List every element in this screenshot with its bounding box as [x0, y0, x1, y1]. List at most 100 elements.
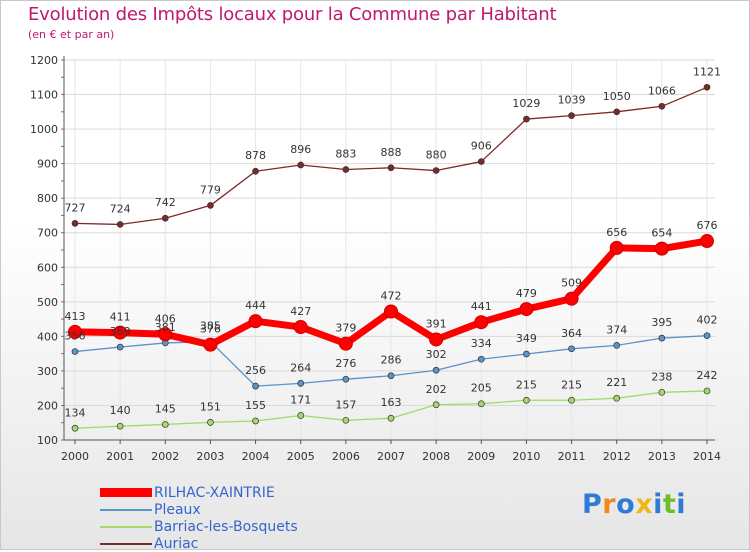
data-point-barriac-les-bosquets [161, 421, 169, 428]
x-tick-label: 2003 [196, 450, 224, 463]
logo-letter: x [635, 489, 654, 520]
data-point-auriac [387, 164, 395, 172]
data-label-barriac-les-bosquets: 140 [110, 404, 131, 417]
x-tick-label: 2000 [61, 450, 89, 463]
label-layer: 727 724 742 779 878 896 883 888 880 906 1029 1039 10… [65, 65, 722, 419]
y-tick-label: 700 [37, 227, 58, 240]
data-point-auriac [703, 83, 711, 91]
x-tick-label: 2014 [693, 450, 721, 463]
grid-layer [64, 59, 715, 441]
data-point-rilhac-xaintrie [429, 332, 444, 347]
data-point-pleaux [613, 341, 621, 349]
data-label-pleaux: 369 [110, 325, 131, 338]
data-point-rilhac-xaintrie [248, 314, 263, 329]
legend-label-auriac: Auriac [154, 535, 199, 552]
data-point-barriac-les-bosquets [703, 387, 711, 395]
legend-item-auriac: Auriac [100, 535, 298, 552]
data-point-pleaux [523, 350, 530, 358]
data-point-rilhac-xaintrie [338, 336, 353, 351]
data-label-rilhac-xaintrie: 376 [200, 323, 221, 336]
legend-swatch-rilhac [100, 488, 152, 497]
data-point-barriac-les-bosquets [71, 424, 79, 432]
data-point-barriac-les-bosquets [387, 414, 395, 422]
data-label-rilhac-xaintrie: 413 [65, 310, 86, 323]
x-tick-label: 2001 [106, 450, 134, 463]
logo-letter: r [602, 489, 617, 520]
data-label-auriac: 906 [471, 140, 492, 153]
data-label-auriac: 1121 [693, 65, 721, 78]
legend-swatch-pleaux [100, 508, 152, 511]
data-point-barriac-les-bosquets [342, 416, 350, 424]
data-point-rilhac-xaintrie [519, 302, 534, 317]
data-label-rilhac-xaintrie: 472 [381, 289, 402, 302]
data-label-barriac-les-bosquets: 202 [426, 383, 447, 396]
data-point-rilhac-xaintrie [564, 291, 579, 306]
data-label-rilhac-xaintrie: 441 [471, 300, 492, 313]
proxiti-logo: Proxiti [582, 489, 686, 520]
data-point-rilhac-xaintrie [474, 315, 489, 330]
data-point-auriac [252, 167, 259, 175]
x-tick-label: 2004 [242, 450, 270, 463]
data-point-auriac [658, 102, 666, 110]
x-tick-label: 2013 [648, 450, 676, 463]
data-point-auriac [523, 115, 530, 123]
data-point-pleaux [477, 355, 485, 363]
data-label-barriac-les-bosquets: 171 [290, 393, 311, 406]
data-point-auriac [568, 112, 575, 119]
logo-letter: i [676, 489, 687, 520]
data-label-pleaux: 374 [606, 323, 627, 336]
data-point-barriac-les-bosquets [477, 400, 485, 408]
logo-letter: P [582, 489, 603, 520]
data-label-auriac: 727 [65, 201, 86, 214]
data-point-pleaux [71, 348, 79, 355]
data-point-auriac [161, 214, 169, 222]
data-point-pleaux [252, 382, 259, 390]
data-label-auriac: 888 [381, 146, 402, 159]
data-label-rilhac-xaintrie: 656 [606, 226, 627, 239]
y-tick-label: 100 [37, 434, 58, 447]
data-point-pleaux [116, 343, 124, 351]
data-point-barriac-les-bosquets [568, 396, 575, 404]
logo-letter: o [616, 489, 636, 520]
data-label-pleaux: 385 [200, 320, 221, 333]
y-tick-label: 600 [37, 261, 58, 274]
data-label-barriac-les-bosquets: 238 [651, 370, 672, 383]
data-point-auriac [71, 220, 79, 227]
data-label-pleaux: 356 [65, 330, 86, 343]
data-label-auriac: 724 [110, 202, 131, 215]
data-point-barriac-les-bosquets [658, 388, 666, 396]
data-label-pleaux: 402 [697, 314, 718, 327]
data-label-rilhac-xaintrie: 479 [516, 287, 537, 300]
data-label-pleaux: 264 [290, 361, 311, 374]
x-tick-label: 2008 [422, 450, 450, 463]
y-tick-label: 400 [37, 330, 58, 343]
data-point-pleaux [568, 345, 575, 353]
axis-layer: 100 200 300 400 500 600 700 800 900 1000 1100 1200 2… [30, 54, 721, 463]
data-point-pleaux [432, 366, 440, 374]
y-tick-label: 500 [37, 296, 58, 309]
data-label-rilhac-xaintrie: 654 [651, 227, 672, 240]
data-point-pleaux [297, 379, 305, 387]
data-label-pleaux: 286 [381, 354, 402, 367]
data-point-auriac [613, 108, 621, 116]
data-point-pleaux [387, 372, 395, 380]
data-label-auriac: 1066 [648, 84, 676, 97]
data-point-barriac-les-bosquets [613, 394, 621, 402]
x-tick-label: 2007 [377, 450, 405, 463]
data-label-barriac-les-bosquets: 155 [245, 399, 266, 412]
data-point-auriac [297, 161, 305, 169]
x-tick-label: 2009 [467, 450, 495, 463]
y-tick-label: 800 [37, 192, 58, 205]
data-label-barriac-les-bosquets: 134 [65, 406, 86, 419]
data-point-auriac [207, 202, 214, 209]
y-tick-label: 1100 [30, 89, 58, 102]
x-tick-label: 2005 [287, 450, 315, 463]
logo-letter: i [653, 489, 663, 520]
chart-title: Evolution des Impôts locaux pour la Comm… [28, 4, 557, 25]
data-label-rilhac-xaintrie: 391 [426, 317, 447, 330]
data-label-auriac: 883 [335, 148, 356, 161]
data-label-pleaux: 256 [245, 364, 266, 377]
logo-letter: t [662, 489, 677, 520]
